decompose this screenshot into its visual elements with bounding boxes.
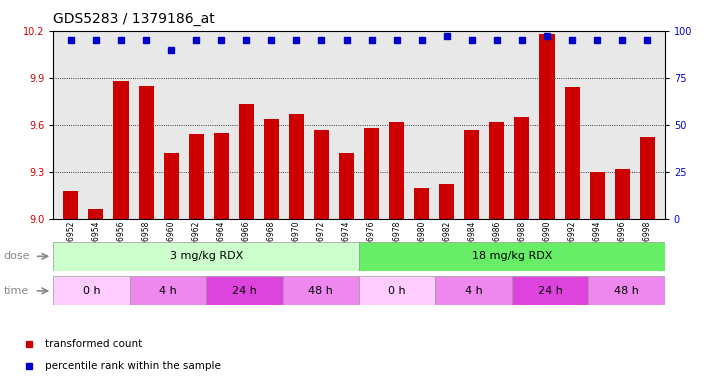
Text: 0 h: 0 h [82,286,100,296]
Bar [359,242,665,271]
Text: time: time [4,286,29,296]
Bar [164,153,178,219]
Bar [489,122,504,219]
Bar [53,276,129,305]
Text: 3 mg/kg RDX: 3 mg/kg RDX [169,251,243,262]
Bar [364,128,379,219]
Bar [264,119,279,219]
Bar [139,86,154,219]
Bar [53,242,359,271]
Bar [389,122,404,219]
Bar [339,153,354,219]
Bar [615,169,630,219]
Bar [88,209,103,219]
Bar [239,104,254,219]
Text: 4 h: 4 h [159,286,177,296]
Text: 0 h: 0 h [388,286,406,296]
Text: 48 h: 48 h [614,286,639,296]
Bar [512,276,589,305]
Bar [63,190,78,219]
Text: 48 h: 48 h [309,286,333,296]
Bar [359,276,435,305]
Bar [283,276,359,305]
Bar [415,187,429,219]
Text: 4 h: 4 h [465,286,483,296]
Bar [589,276,665,305]
Bar [464,129,479,219]
Text: 24 h: 24 h [232,286,257,296]
Text: transformed count: transformed count [45,339,142,349]
Bar [129,276,206,305]
Bar [188,134,203,219]
Bar [289,114,304,219]
Bar [439,184,454,219]
Bar [206,276,283,305]
Bar [435,276,512,305]
Bar [515,117,530,219]
Text: dose: dose [4,251,30,262]
Bar [640,137,655,219]
Bar [540,34,555,219]
Bar [214,132,229,219]
Text: percentile rank within the sample: percentile rank within the sample [45,361,220,371]
Bar [314,129,329,219]
Text: GDS5283 / 1379186_at: GDS5283 / 1379186_at [53,12,215,25]
Text: 24 h: 24 h [538,286,562,296]
Bar [114,81,129,219]
Bar [589,172,604,219]
Bar [565,87,579,219]
Text: 18 mg/kg RDX: 18 mg/kg RDX [471,251,552,262]
